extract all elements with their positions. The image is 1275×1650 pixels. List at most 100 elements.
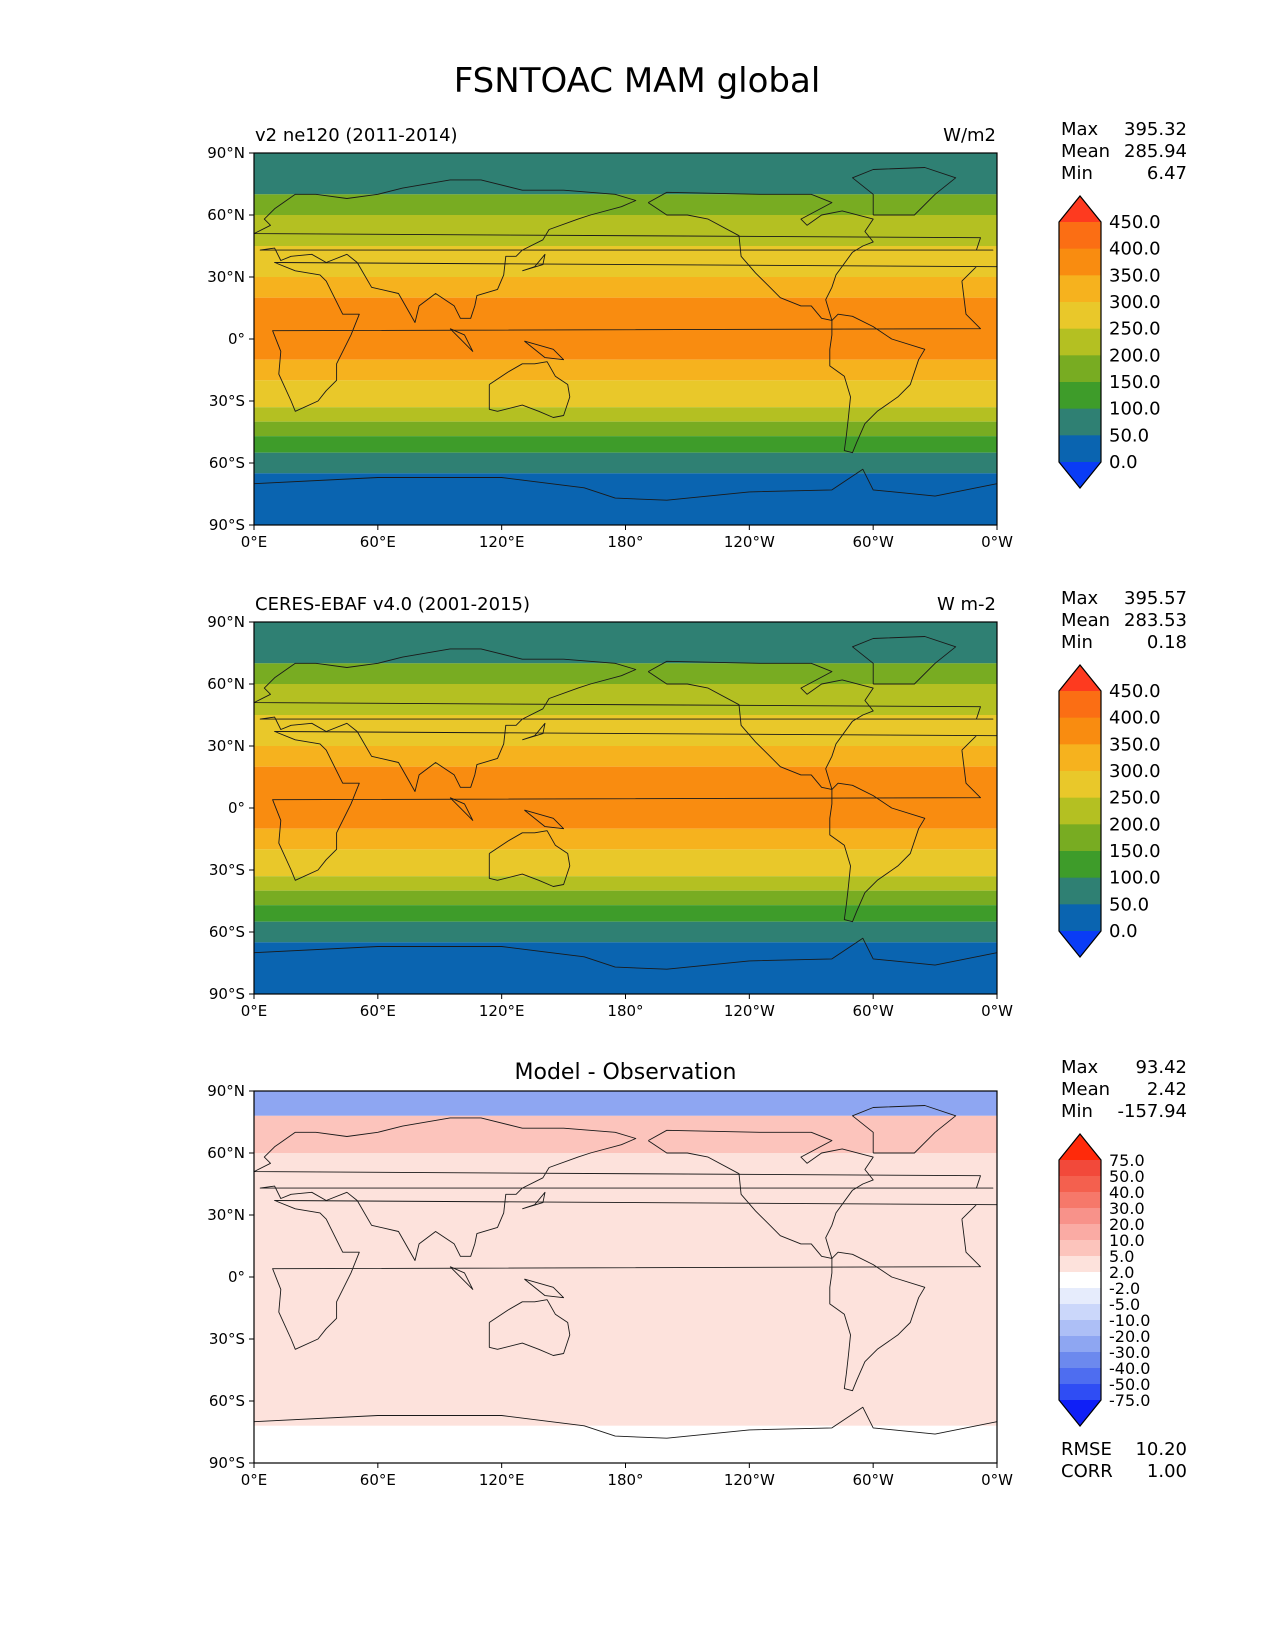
- colorbar-segment: [1059, 435, 1101, 463]
- lat-tick-label: 90°S: [209, 516, 245, 534]
- map-panel-2: 90°N 60°N 30°N 0° 30°S 60°S 90°S0°E 60°E 120°E 18…: [207, 588, 1187, 1020]
- colorbar-extend-min: [1059, 931, 1101, 957]
- colorbar-segment: [1059, 1368, 1101, 1385]
- zonal-band: [254, 1401, 997, 1426]
- zonal-band: [254, 942, 997, 994]
- colorbar-segment: [1059, 222, 1101, 250]
- coastline: [272, 262, 997, 412]
- colorbar-label: 50.0: [1109, 894, 1149, 915]
- colorbar-label: 30.0: [1109, 1199, 1145, 1218]
- lon-tick-label: 180°: [607, 1471, 643, 1489]
- colorbar-segment: [1059, 275, 1101, 303]
- map-panel-1: 90°N 60°N 30°N 0° 30°S 60°S 90°S0°E 60°E 120°E 18…: [207, 119, 1187, 551]
- map-field: [254, 153, 997, 525]
- colorbar-segment: [1059, 1208, 1101, 1225]
- colorbar-segment: [1059, 1192, 1101, 1209]
- colorbar-segment: [1059, 851, 1101, 879]
- lat-tick-label: 90°N: [207, 144, 245, 162]
- lon-tick-label: 60°W: [852, 1471, 894, 1489]
- colorbar-label: 450.0: [1109, 212, 1161, 233]
- rmse-label: RMSE: [1061, 1439, 1112, 1460]
- colorbar-segment: [1059, 797, 1101, 825]
- stat-label: Min: [1061, 163, 1093, 184]
- coastline: [524, 340, 565, 361]
- coastline: [852, 636, 957, 685]
- lon-tick-label: 60°W: [852, 1002, 894, 1020]
- zonal-band: [254, 684, 997, 715]
- panel-units: W/m2: [943, 125, 996, 146]
- colorbar-segment: [1059, 744, 1101, 772]
- colorbar-extend-max: [1059, 196, 1101, 222]
- stat-value: 6.47: [1147, 163, 1187, 184]
- colorbar-label: 75.0: [1109, 1151, 1145, 1170]
- lon-tick-label: 120°E: [479, 533, 525, 551]
- colorbar-label: 350.0: [1109, 265, 1161, 286]
- colorbar-label: -20.0: [1109, 1327, 1150, 1346]
- lat-tick-label: 60°S: [209, 1392, 245, 1410]
- zonal-band: [254, 890, 997, 906]
- colorbar-extend-min: [1059, 462, 1101, 488]
- colorbar-segment: [1059, 1288, 1101, 1305]
- stat-value: 2.42: [1147, 1079, 1187, 1100]
- map-field: [254, 622, 997, 994]
- coastline: [647, 660, 874, 790]
- stat-label: Mean: [1061, 1079, 1110, 1100]
- coastline: [852, 1105, 957, 1154]
- zonal-band: [254, 246, 997, 277]
- lat-tick-label: 30°N: [207, 1206, 245, 1224]
- lon-tick-label: 60°E: [360, 1002, 396, 1020]
- colorbar: 450.0 400.0 350.0 300.0 250.0 200.0 150.0 100.0…: [1058, 664, 1161, 958]
- colorbar-segment: [1059, 1256, 1101, 1273]
- stat-label: Min: [1061, 1101, 1093, 1122]
- zonal-band: [254, 876, 997, 891]
- lon-tick-label: 0°W: [981, 1471, 1013, 1489]
- lat-tick-label: 30°N: [207, 737, 245, 755]
- map-panel-3: 90°N 60°N 30°N 0° 30°S 60°S 90°S0°E 60°E 120°E 18…: [207, 1057, 1187, 1489]
- colorbar-segment: [1059, 691, 1101, 719]
- lat-tick-label: 90°N: [207, 1082, 245, 1100]
- colorbar-label: -40.0: [1109, 1359, 1150, 1378]
- lon-tick-label: 60°E: [360, 1471, 396, 1489]
- coastline: [254, 1406, 997, 1439]
- lat-tick-label: 90°N: [207, 613, 245, 631]
- colorbar: 75.050.040.030.020.010.05.02.0-2.0-5.0-1…: [1058, 1133, 1150, 1427]
- coastline: [488, 361, 571, 418]
- colorbar-label: 0.0: [1109, 452, 1138, 473]
- zonal-band: [254, 828, 997, 850]
- colorbar-outline: [1058, 195, 1102, 489]
- stat-value: 0.18: [1147, 632, 1187, 653]
- lat-tick-label: 30°S: [209, 1330, 245, 1348]
- stat-value: -157.94: [1118, 1101, 1187, 1122]
- colorbar-label: 150.0: [1109, 372, 1161, 393]
- colorbar-segment: [1059, 382, 1101, 410]
- colorbar-extend-min: [1059, 1400, 1101, 1426]
- stat-value: 395.57: [1124, 588, 1187, 609]
- zonal-band: [254, 715, 997, 746]
- coastline: [829, 1251, 926, 1392]
- zonal-band: [254, 407, 997, 422]
- stat-label: Max: [1061, 119, 1099, 140]
- coastline: [524, 809, 565, 830]
- lat-tick-label: 30°S: [209, 392, 245, 410]
- lon-tick-label: 0°E: [241, 533, 268, 551]
- zonal-band: [254, 153, 997, 195]
- colorbar-label: 20.0: [1109, 1215, 1145, 1234]
- colorbar-label: 40.0: [1109, 1183, 1145, 1202]
- colorbar-label: 50.0: [1109, 1167, 1145, 1186]
- lon-tick-label: 0°W: [981, 533, 1013, 551]
- colorbar-label: 400.0: [1109, 239, 1161, 260]
- panel-title: v2 ne120 (2011-2014): [255, 125, 458, 146]
- lat-tick-label: 60°N: [207, 206, 245, 224]
- stat-label: Mean: [1061, 141, 1110, 162]
- coastline: [488, 1299, 571, 1356]
- colorbar-label: 10.0: [1109, 1231, 1145, 1250]
- lat-tick-label: 60°N: [207, 1144, 245, 1162]
- zonal-band: [254, 849, 997, 877]
- zonal-band: [254, 359, 997, 381]
- corr-label: CORR: [1061, 1461, 1113, 1482]
- lon-tick-label: 0°E: [241, 1002, 268, 1020]
- colorbar-segment: [1059, 328, 1101, 356]
- zonal-band: [254, 380, 997, 408]
- colorbar-segment: [1059, 904, 1101, 932]
- lat-tick-label: 0°: [228, 1268, 245, 1286]
